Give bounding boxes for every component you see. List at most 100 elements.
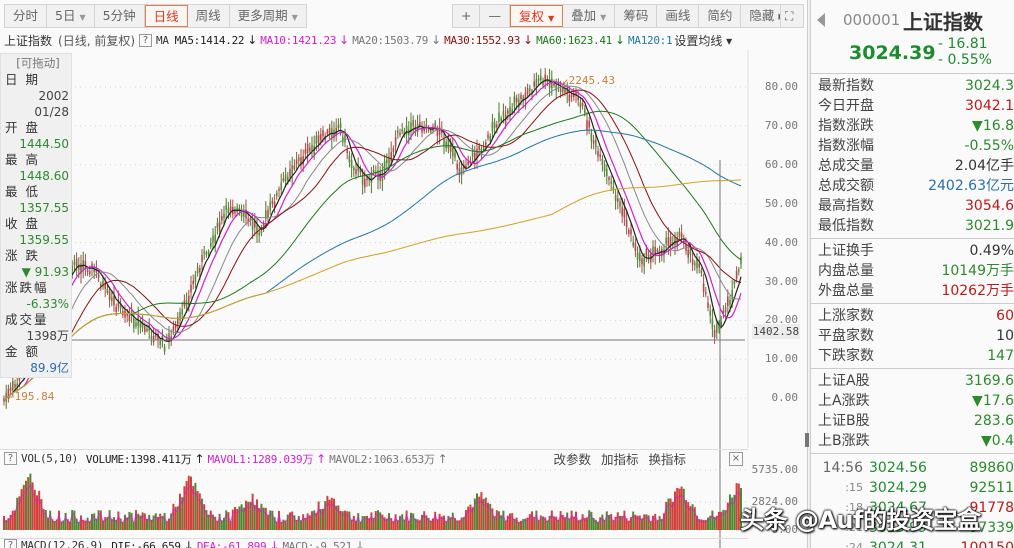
period-tab-2[interactable]: 5分钟 xyxy=(95,5,145,27)
tool-button-1[interactable]: — xyxy=(480,5,510,27)
trend-arrow-icon: ↓ xyxy=(247,33,258,47)
info-panel[interactable]: [可拖动] 日 期 2002 01/28 开 盘 1444.50 最 高 1448.60 最 … xyxy=(0,53,72,378)
indicator-value: MA5:1414.22 xyxy=(174,34,245,47)
stat-label: 上A涨跌 xyxy=(818,393,870,409)
stat-row: 上证A股 3169.6 xyxy=(811,371,1014,391)
quote-stats: 最新指数 3024.3 今日开盘 3042.1 指数涨跌 ▼16.8 指数涨幅 -0.55% 总… xyxy=(811,74,1014,454)
info-value: ▼ 91.93 xyxy=(21,265,69,279)
price-axis-tick: 50.00 xyxy=(764,196,798,210)
stat-label: 最低指数 xyxy=(818,218,874,234)
period-tab-0[interactable]: 分时 xyxy=(5,5,48,27)
fullscreen-icon: ⛶ xyxy=(785,9,794,23)
panel-collapse-handle[interactable] xyxy=(805,433,809,447)
info-value: 1398万 xyxy=(26,329,69,343)
kline-chart[interactable] xyxy=(0,50,808,548)
tool-button-3[interactable]: 叠加 ▼ xyxy=(563,5,616,27)
tool-button-6[interactable]: 简约 xyxy=(699,5,742,27)
tab-label: 分时 xyxy=(13,8,39,23)
stat-value: 147 xyxy=(987,348,1014,364)
back-arrow-icon[interactable] xyxy=(817,13,825,27)
tick-volume: 91778 xyxy=(969,500,1014,516)
period-tab-1[interactable]: 5日 ▼ xyxy=(47,5,95,27)
price-axis-tick: 80.00 xyxy=(764,80,798,93)
price-axis-tick: 60.00 xyxy=(764,157,798,171)
stat-label: 上证换手 xyxy=(818,243,874,259)
stat-row: 最低指数 3021.9 xyxy=(811,216,1014,236)
info-value: 1444.50 xyxy=(19,137,69,151)
volume-legend: ? VOL(5,10) VOLUME:1398.411万 ↑ MAVOL1:1289… xyxy=(0,449,748,467)
macd-help-button[interactable]: ? xyxy=(4,539,17,548)
tick-row: :21 3023.99 97339 xyxy=(811,518,1014,538)
trend-arrow-icon: ↓ xyxy=(523,33,534,47)
low-marker: ←195.84 xyxy=(8,390,55,403)
tool-button-0[interactable]: + xyxy=(453,5,481,27)
stat-value: ▼16.8 xyxy=(972,118,1014,134)
indicator-value: MA120:1 xyxy=(628,34,673,47)
ma-settings-dropdown[interactable]: 设置均线 ▾ xyxy=(674,33,733,48)
stat-value: 10262万手 xyxy=(941,283,1014,299)
help-button[interactable]: ? xyxy=(139,33,153,47)
stat-value: 10 xyxy=(996,328,1014,344)
period-tab-4[interactable]: 周线 xyxy=(188,5,230,27)
stat-row: 上证换手 0.49% xyxy=(811,241,1014,261)
stat-value: 0.49% xyxy=(969,243,1014,259)
stat-row: 下跌家数 147 xyxy=(811,346,1014,366)
tool-buttons: + — 复权 ▼ 叠加 ▼ 筹码 画线 简约 隐藏 ▸▸ xyxy=(452,4,800,28)
stat-row: 最高指数 3054.6 xyxy=(811,196,1014,216)
tab-label: 周线 xyxy=(195,8,221,23)
stat-value: 3024.3 xyxy=(965,78,1014,94)
vol-action-2[interactable]: 换指标 xyxy=(648,452,686,467)
tick-list[interactable]: 14:56 3024.56 89860:15 3024.29 92511:18 3024.… xyxy=(811,454,1014,548)
stat-label: 上B涨跌 xyxy=(818,433,870,449)
period-tab-5[interactable]: 更多周期 ▼ xyxy=(230,5,306,27)
period-tab-3[interactable]: 日线 xyxy=(144,5,188,27)
info-label: 日 期 xyxy=(5,72,40,87)
stat-label: 上证A股 xyxy=(818,373,870,389)
vol-action-1[interactable]: 加指标 xyxy=(600,452,639,467)
macd-name: MACD(12,26,9) xyxy=(21,539,104,548)
stat-value: 3054.6 xyxy=(965,198,1014,214)
volume-axis-tick: 2824.00 xyxy=(751,495,798,508)
price-axis-tick: 40.00 xyxy=(764,235,798,249)
tick-row: :15 3024.29 92511 xyxy=(811,478,1014,498)
caret-down-icon: ▼ xyxy=(600,13,607,22)
indicator-value: MA20:1503.79 xyxy=(352,34,429,47)
stat-label: 最高指数 xyxy=(818,198,874,214)
tick-volume: 92511 xyxy=(969,480,1014,496)
info-label: 涨 跌 xyxy=(5,248,40,263)
vol-items: VOLUME:1398.411万 ↑ MAVOL1:1289.039万 ↑ MAVOL2… xyxy=(86,451,451,467)
ma-items: MA5:1414.22 ↓ MA10:1421.23 ↓ MA20:1503.79 ↓ MA… xyxy=(175,33,675,47)
fullscreen-button[interactable]: ⛶ xyxy=(780,4,804,28)
chart-subtitle: (日线, 前复权) xyxy=(58,33,136,48)
ma-label: MA xyxy=(156,33,169,47)
tick-time: :21 xyxy=(845,521,863,534)
macd-legend: ? MACD(12,26,9) DIF:-66.659 ↓ DEA:-61.899 ↓… xyxy=(0,538,748,548)
vol-action-0[interactable]: 改参数 xyxy=(553,452,591,467)
stat-row: 指数涨跌 ▼16.8 xyxy=(811,116,1014,136)
tool-button-5[interactable]: 画线 xyxy=(657,5,700,27)
indicator-value: MA30:1552.93 xyxy=(444,34,521,47)
tab-label: 画线 xyxy=(665,8,691,23)
info-value: 2002 xyxy=(38,89,69,103)
tool-button-4[interactable]: 筹码 xyxy=(615,5,658,27)
tool-button-2[interactable]: 复权 ▼ xyxy=(509,5,564,27)
stat-value: 3021.9 xyxy=(965,218,1014,234)
info-value: -6.33% xyxy=(26,297,69,311)
vol-help-button[interactable]: ? xyxy=(4,452,17,465)
vol-close-button[interactable]: × xyxy=(729,451,743,466)
stock-code: 000001 xyxy=(843,11,901,29)
stat-row: 上B涨跌 ▼0.4 xyxy=(811,431,1014,451)
caret-down-icon: ▼ xyxy=(291,13,298,22)
trend-arrow-icon: ↓ xyxy=(614,33,626,47)
caret-down-icon: ▼ xyxy=(79,13,86,22)
high-marker: ↙2245.43 xyxy=(562,74,615,87)
trend-arrow-icon: ↓ xyxy=(355,538,366,548)
tick-time: 14:56 xyxy=(822,460,863,476)
stat-row: 外盘总量 10262万手 xyxy=(811,281,1014,301)
indicator-value: MA10:1421.23 xyxy=(260,34,337,47)
tick-price: 3024.31 xyxy=(869,540,927,548)
stat-label: 总成交额 xyxy=(818,178,874,194)
info-label: 金 额 xyxy=(5,344,40,359)
vol-actions: 改参数 加指标 换指标 xyxy=(553,449,686,468)
